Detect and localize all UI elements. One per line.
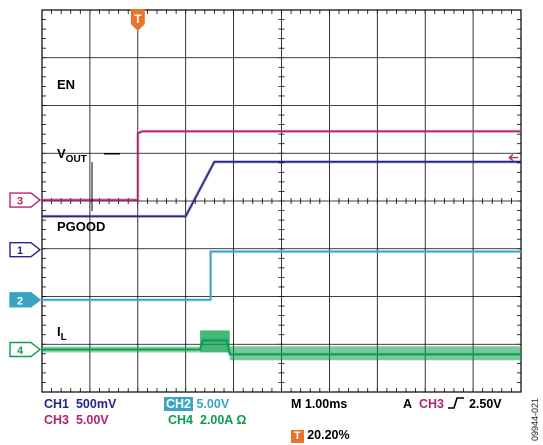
trigger-readout: A CH3 2.50V [403, 397, 502, 412]
ch4-readout: CH4 2.00A Ω [168, 413, 246, 428]
trigger-channel: CH3 [418, 397, 444, 411]
ch3-scale: 5.00V [75, 413, 109, 427]
trigger-position-icon [130, 9, 145, 31]
vout-label: VOUT [57, 146, 87, 165]
channel-4-marker: 4 [9, 341, 42, 358]
trigger-position-icon: T [291, 430, 304, 443]
ch2-name: CH2 [164, 397, 194, 411]
channel-3-number: 3 [17, 196, 23, 208]
pgood-trace [42, 250, 521, 301]
trigger-position-value: 20.20% [307, 428, 350, 442]
vout-trace [42, 161, 521, 218]
channel-4-number: 4 [17, 345, 24, 357]
channel-markers: 3 1 2 4 [9, 153, 518, 358]
trigger-position-readout: T 20.20% [291, 428, 350, 443]
ch1-readout: CH1 500mV [44, 397, 116, 412]
trigger-marker: T [130, 9, 145, 31]
ch4-name: CH4 [168, 413, 194, 427]
trigger-prefix: A [403, 397, 413, 411]
ch1-name: CH1 [44, 397, 70, 411]
ch1-scale: 500mV [75, 397, 117, 411]
trace-labels: EN VOUT PGOOD IL [57, 77, 105, 343]
ch4-scale: 2.00A Ω [199, 413, 247, 427]
traces [42, 129, 521, 361]
il-ripple-band [229, 346, 521, 361]
grid [41, 9, 522, 393]
ch2-scale: 5.00V [196, 397, 230, 411]
ch2-readout: CH2 5.00V [164, 397, 229, 412]
channel-2-number: 2 [17, 295, 23, 307]
reference-arrow-icon [508, 153, 518, 162]
rising-edge-icon [448, 397, 465, 409]
il-ripple-band-pre [42, 346, 201, 353]
ch3-readout: CH3 5.00V [44, 413, 109, 428]
timebase-readout: M 1.00ms [291, 397, 347, 412]
figure-id: 09944-021 [530, 397, 540, 441]
il-label: IL [57, 324, 67, 343]
il-ripple-burst [200, 330, 230, 353]
en-label: EN [57, 77, 75, 92]
channel-2-marker: 2 [9, 292, 42, 308]
trigger-marker-label: T [134, 12, 142, 26]
trigger-level: 2.50V [468, 397, 502, 411]
ch3-name: CH3 [44, 413, 70, 427]
channel-1-number: 1 [17, 245, 23, 257]
en-trace [42, 130, 521, 201]
channel-3-marker: 3 [9, 192, 42, 208]
channel-1-marker: 1 [9, 242, 42, 258]
timebase-value: M 1.00ms [291, 397, 348, 411]
pgood-label: PGOOD [57, 219, 105, 234]
